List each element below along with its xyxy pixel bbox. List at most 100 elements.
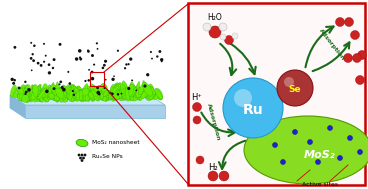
Ellipse shape — [118, 92, 125, 101]
Ellipse shape — [79, 90, 83, 101]
Ellipse shape — [127, 88, 132, 96]
Ellipse shape — [56, 82, 59, 97]
Ellipse shape — [105, 90, 109, 101]
Ellipse shape — [78, 94, 85, 102]
Text: H₂O: H₂O — [208, 13, 222, 22]
Ellipse shape — [131, 95, 138, 101]
Ellipse shape — [130, 94, 134, 101]
Ellipse shape — [115, 88, 121, 99]
Ellipse shape — [102, 87, 109, 96]
Ellipse shape — [110, 87, 119, 100]
Circle shape — [284, 77, 294, 87]
Circle shape — [347, 136, 353, 140]
Circle shape — [144, 84, 146, 88]
Circle shape — [113, 75, 115, 77]
Circle shape — [25, 91, 28, 94]
Ellipse shape — [137, 85, 142, 99]
Ellipse shape — [73, 87, 78, 99]
Circle shape — [117, 93, 119, 96]
Ellipse shape — [84, 94, 89, 101]
Ellipse shape — [63, 91, 69, 98]
Ellipse shape — [101, 87, 108, 97]
Circle shape — [245, 128, 251, 132]
Ellipse shape — [112, 84, 120, 96]
Circle shape — [160, 58, 163, 61]
Text: H₂: H₂ — [208, 163, 217, 173]
Ellipse shape — [18, 84, 25, 97]
Circle shape — [87, 49, 89, 51]
Ellipse shape — [75, 88, 81, 98]
Text: H⁺: H⁺ — [192, 92, 202, 101]
Circle shape — [96, 86, 99, 89]
Ellipse shape — [49, 82, 54, 97]
Ellipse shape — [111, 94, 116, 101]
Ellipse shape — [114, 85, 121, 99]
Ellipse shape — [76, 89, 82, 97]
Ellipse shape — [10, 85, 17, 97]
Circle shape — [24, 93, 26, 95]
Ellipse shape — [73, 86, 80, 96]
Ellipse shape — [82, 96, 89, 101]
Ellipse shape — [50, 84, 60, 98]
Ellipse shape — [108, 87, 118, 100]
Ellipse shape — [68, 91, 74, 100]
Ellipse shape — [58, 94, 65, 100]
Circle shape — [293, 129, 297, 135]
Ellipse shape — [32, 85, 40, 98]
Circle shape — [315, 160, 321, 164]
Text: Adsorption: Adsorption — [206, 103, 220, 141]
Ellipse shape — [44, 91, 49, 99]
Circle shape — [87, 50, 90, 53]
Ellipse shape — [57, 87, 65, 100]
Ellipse shape — [20, 94, 26, 101]
Ellipse shape — [111, 85, 116, 98]
Ellipse shape — [29, 92, 36, 101]
Circle shape — [81, 159, 84, 162]
Circle shape — [53, 58, 56, 61]
Ellipse shape — [49, 93, 55, 99]
Ellipse shape — [66, 89, 71, 97]
Ellipse shape — [79, 93, 85, 99]
Ellipse shape — [40, 93, 46, 102]
Circle shape — [127, 63, 130, 65]
Circle shape — [82, 157, 85, 159]
Circle shape — [156, 55, 159, 58]
Ellipse shape — [151, 94, 155, 99]
Ellipse shape — [52, 95, 57, 101]
Circle shape — [88, 79, 90, 82]
Ellipse shape — [101, 91, 106, 97]
Circle shape — [78, 49, 82, 53]
Ellipse shape — [68, 90, 74, 97]
Ellipse shape — [64, 86, 72, 96]
Ellipse shape — [50, 85, 58, 96]
Ellipse shape — [48, 85, 55, 98]
Ellipse shape — [54, 87, 60, 102]
Ellipse shape — [18, 90, 25, 98]
Circle shape — [103, 87, 106, 89]
Ellipse shape — [76, 91, 83, 101]
Ellipse shape — [91, 88, 100, 100]
Ellipse shape — [27, 91, 34, 100]
Ellipse shape — [50, 92, 57, 100]
Ellipse shape — [35, 94, 41, 102]
Circle shape — [11, 78, 14, 81]
Ellipse shape — [155, 88, 163, 100]
Ellipse shape — [23, 88, 28, 98]
Ellipse shape — [44, 95, 47, 101]
Ellipse shape — [148, 93, 153, 100]
Ellipse shape — [38, 89, 46, 100]
Circle shape — [32, 59, 35, 62]
Circle shape — [209, 26, 221, 38]
Ellipse shape — [130, 84, 134, 95]
Ellipse shape — [146, 90, 152, 96]
Ellipse shape — [145, 91, 148, 96]
Circle shape — [353, 53, 361, 63]
Ellipse shape — [75, 92, 81, 99]
Ellipse shape — [111, 88, 117, 98]
Ellipse shape — [124, 83, 128, 95]
Ellipse shape — [77, 86, 81, 98]
Ellipse shape — [136, 87, 144, 96]
Ellipse shape — [54, 90, 61, 101]
Ellipse shape — [38, 85, 42, 100]
Ellipse shape — [128, 84, 134, 97]
